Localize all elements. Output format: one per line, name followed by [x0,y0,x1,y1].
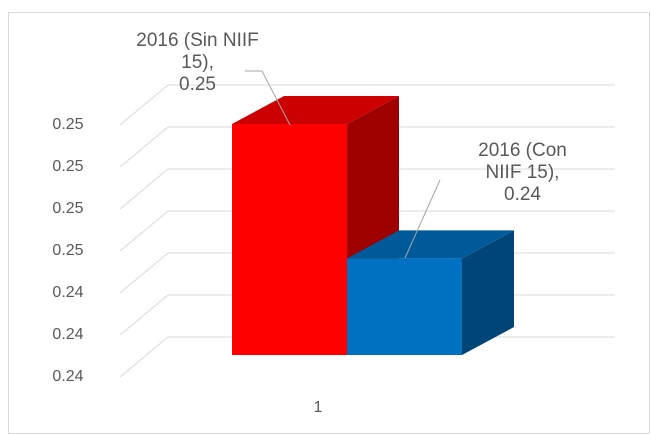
bar-top [232,96,399,124]
y-tick-label: 0.24 [52,326,83,343]
bar-front [232,124,347,355]
x-tick-label: 1 [314,399,323,416]
value-label: 0.24 [504,184,541,205]
y-tick-label: 0.25 [52,242,83,259]
series-name: 2016 (Con NIIF 15) [478,140,567,183]
y-tick-label: 0.24 [52,368,83,385]
grid-line [119,210,615,252]
grid-line [119,168,615,210]
bar [347,230,514,355]
grid-line [119,126,615,168]
value-label: 0.25 [179,74,216,95]
leader-line [404,179,441,259]
bar-top [347,230,514,259]
series-name: 2016 (Sin NIIF 15) [136,30,259,73]
bar-front [347,258,462,355]
bar-side [462,230,514,355]
grid-line [119,84,615,126]
data-label: 2016 (Sin NIIF 15),0.25 [135,30,260,96]
y-tick-label: 0.25 [52,200,83,217]
y-tick-label: 0.25 [52,158,83,175]
leader-line [245,70,291,126]
label-separator: , [554,162,560,183]
data-label-text: 2016 (Sin NIIF 15), 0.25 [135,30,260,96]
data-label: 2016 (Con NIIF 15), 0.24 [460,140,585,206]
data-label-text: 2016 (Con NIIF 15), 0.24 [460,140,585,206]
y-tick-label: 0.24 [52,284,83,301]
label-separator: , [208,52,214,73]
y-tick-label: 0.25 [52,116,83,133]
